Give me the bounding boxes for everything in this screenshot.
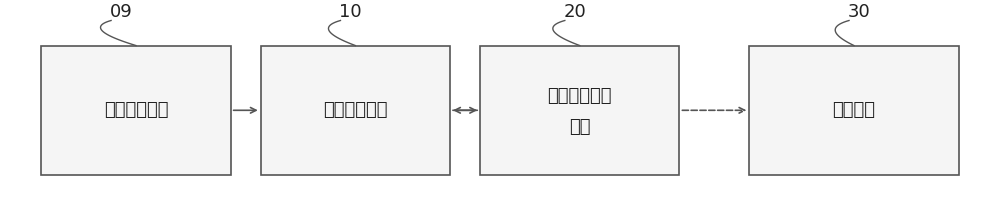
Text: 09: 09 <box>110 3 132 21</box>
Text: 阻抗检测系统: 阻抗检测系统 <box>323 101 388 119</box>
Text: 模块: 模块 <box>569 118 591 136</box>
FancyBboxPatch shape <box>749 46 959 175</box>
FancyBboxPatch shape <box>41 46 231 175</box>
FancyBboxPatch shape <box>480 46 679 175</box>
Text: 30: 30 <box>848 3 870 21</box>
Text: 20: 20 <box>563 3 586 21</box>
FancyBboxPatch shape <box>261 46 450 175</box>
Text: 蓝牙数据传输: 蓝牙数据传输 <box>548 87 612 105</box>
Text: 柔性脚环环带: 柔性脚环环带 <box>104 101 168 119</box>
Text: 智能设备: 智能设备 <box>833 101 876 119</box>
Text: 10: 10 <box>339 3 362 21</box>
